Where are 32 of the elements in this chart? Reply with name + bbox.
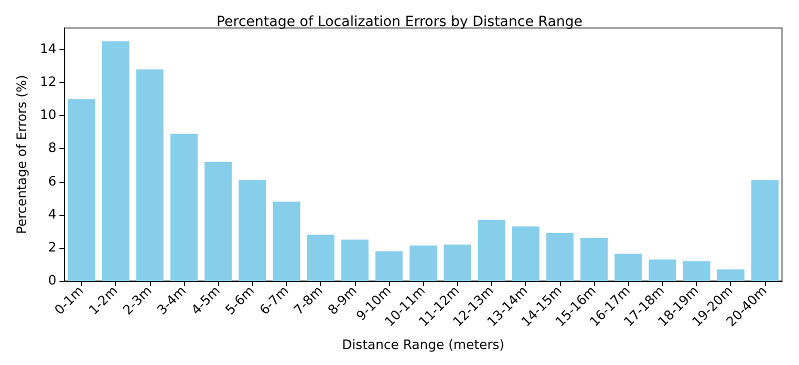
y-tick-label: 2 xyxy=(48,240,56,256)
bar xyxy=(204,162,232,281)
y-tick-label: 10 xyxy=(40,108,56,124)
bar xyxy=(68,99,96,281)
bar xyxy=(546,233,574,281)
bar xyxy=(102,41,130,281)
bar xyxy=(614,254,642,281)
bar xyxy=(410,245,437,281)
bar xyxy=(272,202,300,281)
chart-title: Percentage of Localization Errors by Distance Range xyxy=(216,14,583,30)
bar xyxy=(341,240,369,281)
bar xyxy=(682,261,710,281)
bar xyxy=(648,260,676,281)
y-tick-label: 12 xyxy=(40,75,56,90)
x-axis-title: Distance Range (meters) xyxy=(342,338,504,353)
bar xyxy=(375,251,403,281)
y-tick-label: 14 xyxy=(40,42,56,57)
bar xyxy=(478,220,506,281)
y-tick-label: 0 xyxy=(48,274,56,288)
bar xyxy=(238,180,266,281)
y-tick-label: 8 xyxy=(48,141,56,156)
y-tick-label: 6 xyxy=(48,174,56,190)
bar xyxy=(512,226,540,281)
bar xyxy=(170,134,198,281)
bar xyxy=(307,234,334,281)
bar xyxy=(136,69,164,281)
bar xyxy=(444,244,472,281)
y-tick-label: 4 xyxy=(48,207,56,222)
bar xyxy=(717,269,744,281)
y-axis-title: Percentage of Errors (%) xyxy=(15,74,30,234)
bar xyxy=(580,238,608,281)
bar xyxy=(751,180,779,281)
